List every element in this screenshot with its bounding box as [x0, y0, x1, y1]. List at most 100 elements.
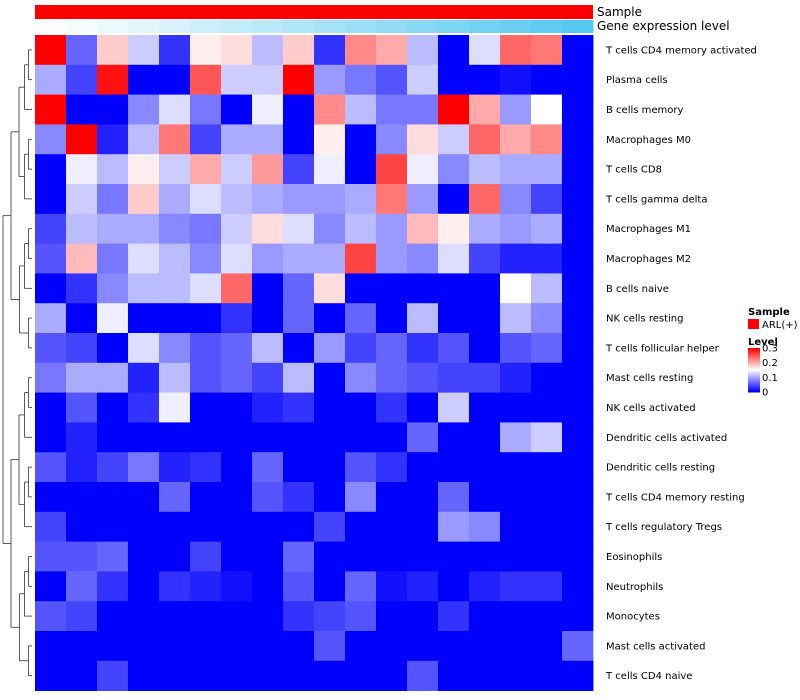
heatmap-cell: [562, 94, 594, 125]
heatmap-cell: [407, 333, 439, 364]
heatmap-cell: [35, 333, 67, 364]
heatmap-cell: [314, 213, 346, 244]
heatmap-cell: [562, 362, 594, 393]
row-label: T cells CD4 naive: [605, 671, 692, 682]
heatmap-cell: [407, 243, 439, 274]
heatmap-cell: [221, 94, 253, 125]
gene-expression-annotation-cell: [252, 20, 284, 33]
heatmap-cell: [407, 452, 439, 483]
heatmap-cell: [159, 541, 191, 572]
heatmap-cell: [500, 273, 532, 304]
row-label: NK cells activated: [606, 403, 696, 414]
heatmap-cell: [159, 571, 191, 602]
heatmap-cell: [562, 452, 594, 483]
heatmap-cell: [128, 243, 160, 274]
legend-level-gradient-step: [748, 375, 760, 378]
legend-level-tick: 0.2: [762, 358, 778, 369]
heatmap-cell: [345, 392, 377, 423]
heatmap-cell: [314, 273, 346, 304]
heatmap-cell: [66, 273, 98, 304]
gene-expression-annotation-cell: [500, 20, 532, 33]
sample-annotation-label: Sample: [597, 5, 642, 19]
sample-annotation-bar: [35, 5, 593, 19]
heatmap-cell: [562, 541, 594, 572]
heatmap-cell: [438, 154, 470, 185]
heatmap-cell: [376, 482, 408, 513]
legend-level-gradient-step: [748, 353, 760, 356]
legend-level-gradient-step: [748, 370, 760, 372]
heatmap-cell: [128, 213, 160, 244]
heatmap-cell: [159, 601, 191, 632]
gene-expression-annotation-cell: [562, 20, 594, 33]
heatmap-cell: [376, 243, 408, 274]
legend-level-gradient-step: [748, 386, 760, 389]
heatmap-cell: [159, 35, 191, 66]
heatmap-cell: [190, 362, 222, 393]
heatmap-cell: [469, 303, 501, 334]
gene-expression-annotation-cell: [221, 20, 253, 33]
heatmap-cell: [345, 243, 377, 274]
heatmap-cell: [66, 303, 98, 334]
legend-sample-title: Sample: [748, 307, 790, 318]
heatmap-cell: [500, 452, 532, 483]
legend-level-gradient-step: [748, 379, 760, 382]
heatmap-cell: [469, 213, 501, 244]
legend-level-gradient-step: [748, 382, 760, 384]
heatmap-cell: [407, 571, 439, 602]
heatmap-cell: [128, 541, 160, 572]
heatmap-cell: [376, 392, 408, 423]
row-label: Monocytes: [606, 612, 660, 623]
heatmap-cell: [35, 452, 67, 483]
legend-level-gradient-step: [748, 377, 760, 380]
heatmap-cell: [252, 35, 284, 66]
heatmap-cell: [438, 541, 470, 572]
heatmap-cell: [97, 124, 129, 155]
heatmap-cell: [500, 392, 532, 423]
heatmap-cell: [500, 511, 532, 542]
legend-level-gradient-step: [748, 351, 760, 353]
heatmap-cell: [345, 660, 377, 691]
legend-level-gradient-step: [748, 373, 760, 375]
heatmap-cell: [97, 571, 129, 602]
heatmap-cell: [531, 482, 563, 513]
heatmap-cell: [469, 571, 501, 602]
heatmap-cell: [531, 452, 563, 483]
heatmap-cell: [531, 631, 563, 662]
row-label: T cells CD4 memory activated: [605, 45, 757, 56]
heatmap-cell: [190, 184, 222, 215]
heatmap-cell: [283, 392, 315, 423]
heatmap-cell: [97, 452, 129, 483]
heatmap-cell: [376, 333, 408, 364]
heatmap-cell: [190, 601, 222, 632]
heatmap-cell: [159, 154, 191, 185]
legend-level-gradient-step: [748, 381, 760, 383]
heatmap-cell: [190, 392, 222, 423]
heatmap-cell: [438, 511, 470, 542]
legend-level-gradient-step: [748, 385, 760, 387]
heatmap-cell: [66, 124, 98, 155]
heatmap-cell: [438, 392, 470, 423]
heatmap-cell: [190, 660, 222, 691]
row-label: Macrophages M1: [606, 224, 691, 235]
heatmap-cell: [345, 124, 377, 155]
heatmap-cell: [35, 94, 67, 125]
heatmap-cell: [159, 422, 191, 453]
heatmap-cell: [190, 94, 222, 125]
heatmap-cell: [314, 333, 346, 364]
heatmap-cell: [407, 273, 439, 304]
heatmap-cell: [252, 362, 284, 393]
heatmap-cell: [221, 35, 253, 66]
heatmap-cell: [438, 124, 470, 155]
heatmap-cell: [252, 303, 284, 334]
heatmap-cell: [376, 571, 408, 602]
heatmap-cell: [252, 124, 284, 155]
heatmap-cell: [469, 154, 501, 185]
heatmap-cell: [407, 124, 439, 155]
heatmap-cell: [97, 422, 129, 453]
heatmap-cell: [66, 660, 98, 691]
heatmap-cell: [252, 64, 284, 95]
heatmap-cell: [283, 541, 315, 572]
heatmap-cell: [252, 273, 284, 304]
heatmap-cell: [97, 482, 129, 513]
heatmap-cell: [159, 303, 191, 334]
